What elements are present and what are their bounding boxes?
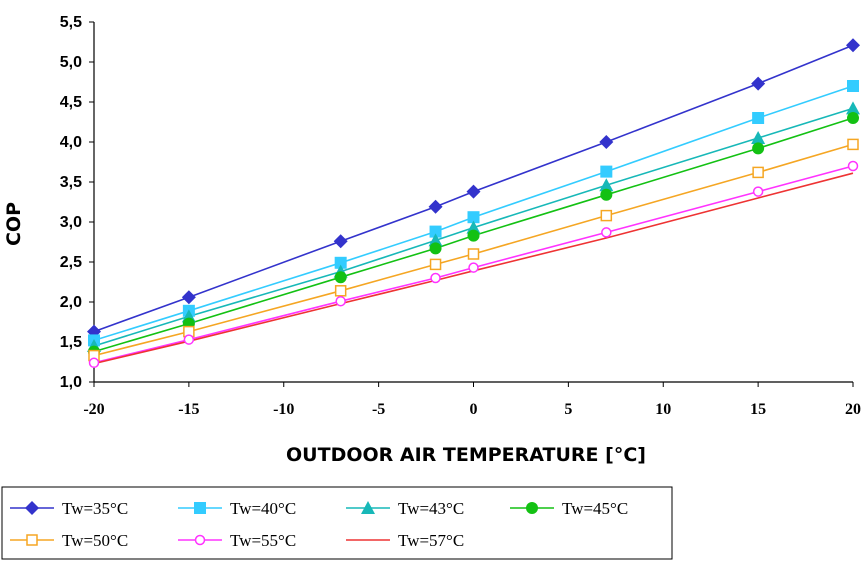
data-point-tw45c [334, 271, 347, 284]
data-point-tw35c [466, 184, 481, 199]
x-tick-label: 5 [564, 401, 572, 418]
legend-label: Tw=45°C [562, 499, 628, 518]
legend-swatch-marker [26, 534, 38, 546]
legend-item: Tw=45°C [510, 499, 628, 518]
y-axis-tick-labels: 1,0 1,5 2,0 2,5 3,0 3,5 4,0 4,5 5,0 5,5 [60, 14, 82, 391]
data-point-tw50c [752, 166, 764, 179]
data-point-tw50c [334, 285, 347, 297]
legend-label: Tw=57°C [398, 531, 464, 550]
data-point-tw43c [599, 178, 614, 192]
data-point-tw40c [429, 225, 442, 238]
x-tick-label: 0 [470, 401, 478, 418]
data-point-tw55c [430, 272, 441, 284]
data-point-tw55c [88, 357, 100, 369]
data-point-tw45c [847, 112, 859, 124]
legend-item: Tw=50°C [10, 531, 128, 550]
data-point-tw35c [333, 234, 348, 249]
legend-item: Tw=35°C [10, 499, 128, 518]
x-axis-label: OUTDOOR AIR TEMPERATURE [°C] [286, 444, 646, 466]
y-tick-label: 1,5 [60, 334, 82, 351]
data-point-tw40c [467, 211, 480, 224]
x-tick-label: -15 [178, 401, 199, 418]
legend-swatch-marker [25, 501, 39, 515]
data-point-tw43c [846, 101, 860, 115]
y-tick-label: 3,0 [60, 214, 82, 231]
series-line-tw45c [93, 117, 854, 353]
x-tick-label: -10 [273, 401, 294, 418]
data-point-tw35c [428, 199, 443, 214]
legend-swatch-marker [526, 502, 538, 514]
data-point-tw45c [429, 242, 442, 255]
data-point-tw43c [428, 233, 443, 247]
legend-item: Tw=55°C [178, 531, 296, 550]
data-point-tw40c [847, 80, 859, 92]
y-tick-label: 5,0 [60, 54, 82, 71]
y-tick-label: 3,5 [60, 174, 82, 191]
y-tick-label: 2,5 [60, 254, 82, 271]
legend-item: Tw=43°C [346, 499, 464, 518]
y-tick-label: 1,0 [60, 374, 82, 391]
chart-axes [89, 21, 854, 387]
data-point-tw50c [600, 209, 613, 222]
data-point-tw55c [183, 334, 195, 345]
series-line-tw57c [93, 172, 854, 365]
x-tick-label: 15 [750, 401, 766, 418]
data-point-tw35c [599, 135, 614, 149]
series-line-tw50c [93, 143, 854, 357]
legend-box [1, 486, 673, 560]
series-lines [93, 44, 854, 365]
data-point-tw35c [846, 38, 860, 53]
data-point-tw55c [335, 295, 346, 307]
y-tick-label: 2,0 [60, 294, 82, 311]
x-tick-label: 10 [655, 401, 671, 418]
y-tick-label: 5,5 [60, 14, 82, 31]
data-point-tw50c [847, 138, 859, 151]
data-point-tw55c [752, 186, 764, 197]
data-point-tw40c [752, 112, 765, 124]
data-point-tw55c [847, 160, 859, 172]
data-point-tw45c [752, 142, 765, 155]
y-tick-label: 4,5 [60, 94, 82, 111]
legend-label: Tw=40°C [230, 499, 296, 518]
legend-swatch-marker [194, 502, 206, 514]
data-point-tw35c [181, 290, 196, 305]
legend-label: Tw=55°C [230, 531, 296, 550]
series-markers [87, 38, 860, 369]
data-point-tw43c [751, 131, 766, 144]
legend-item: Tw=40°C [178, 499, 296, 518]
series-line-tw43c [93, 107, 854, 347]
data-point-tw55c [468, 262, 479, 273]
series-line-tw55c [93, 165, 854, 364]
data-point-tw40c [600, 165, 613, 178]
data-point-tw40c [334, 256, 347, 269]
y-tick-label: 4,0 [60, 134, 82, 151]
legend-swatch-marker [361, 501, 375, 514]
legend-swatch-marker [194, 534, 206, 546]
legend-item: Tw=57°C [346, 531, 464, 550]
legend: Tw=35°C Tw=40°C Tw=43°C Tw=45°C Tw=50°C Tw=55… [1, 486, 673, 560]
y-axis-label: COP [3, 202, 25, 246]
data-point-tw43c [466, 220, 481, 234]
data-point-tw45c [467, 229, 480, 242]
legend-label: Tw=35°C [62, 499, 128, 518]
x-tick-label: -5 [372, 401, 385, 418]
data-point-tw50c [467, 248, 480, 260]
x-axis-tick-labels: -20 -15 -10 -5 0 5 10 15 20 [83, 401, 861, 418]
series-line-tw35c [93, 44, 854, 333]
x-tick-label: -20 [83, 401, 104, 418]
data-point-tw50c [429, 258, 442, 271]
data-point-tw35c [751, 76, 766, 91]
legend-label: Tw=50°C [62, 531, 128, 550]
data-point-tw55c [601, 227, 612, 238]
legend-label: Tw=43°C [398, 499, 464, 518]
data-point-tw45c [600, 188, 613, 201]
series-line-tw40c [93, 85, 854, 342]
x-tick-label: 20 [845, 401, 861, 418]
